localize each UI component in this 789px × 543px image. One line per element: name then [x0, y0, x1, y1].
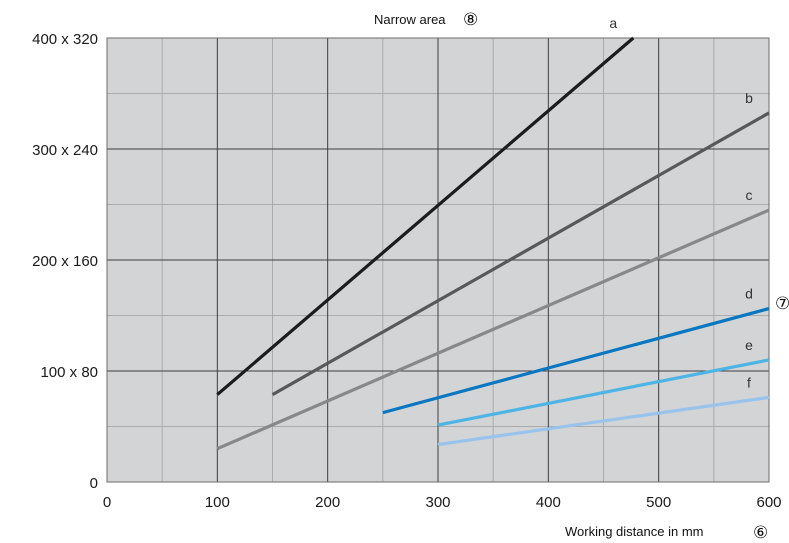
- series-label-e: e: [745, 337, 753, 353]
- y-tick-label: 100 x 80: [40, 364, 98, 381]
- series-label-f: f: [747, 374, 751, 390]
- series-labels: a b c d e f: [609, 15, 753, 390]
- x-tick-label: 300: [425, 494, 450, 511]
- series-line-f: [437, 395, 770, 447]
- x-tick-label: 100: [205, 494, 230, 511]
- x-axis-tick-labels: 0 100 200 300 400 500 600: [103, 494, 782, 511]
- y-axis-tick-labels: 0 100 x 80 200 x 160 300 x 240 400 x 320: [32, 31, 98, 492]
- series-line-b: [271, 111, 770, 396]
- title-callout-marker: ⑧: [463, 10, 478, 30]
- series-line-d: [382, 307, 770, 415]
- y-tick-label: 400 x 320: [32, 31, 98, 48]
- x-axis-label: Working distance in mm: [565, 524, 703, 539]
- series-label-c: c: [746, 187, 753, 203]
- series-line-a: [216, 36, 635, 396]
- x-tick-label: 400: [536, 494, 561, 511]
- series-label-b: b: [745, 90, 753, 106]
- series-line-e: [437, 358, 770, 427]
- x-tick-label: 200: [315, 494, 340, 511]
- chart-title-text: Narrow area: [374, 12, 446, 27]
- x-tick-label: 600: [756, 494, 781, 511]
- series-callout-marker: ⑦: [775, 294, 789, 314]
- plot-frame: [106, 37, 770, 483]
- series-lines: [216, 36, 770, 451]
- x-tick-label: 500: [646, 494, 671, 511]
- y-tick-label: 0: [90, 475, 98, 492]
- series-line-c: [216, 208, 770, 451]
- y-tick-label: 200 x 160: [32, 253, 98, 270]
- series-label-d: d: [745, 286, 753, 302]
- y-tick-label: 300 x 240: [32, 142, 98, 159]
- x-axis-callout-marker: ⑥: [753, 523, 768, 543]
- series-label-a: a: [609, 15, 617, 31]
- x-tick-label: 0: [103, 494, 111, 511]
- chart-title: Narrow area: [374, 12, 446, 27]
